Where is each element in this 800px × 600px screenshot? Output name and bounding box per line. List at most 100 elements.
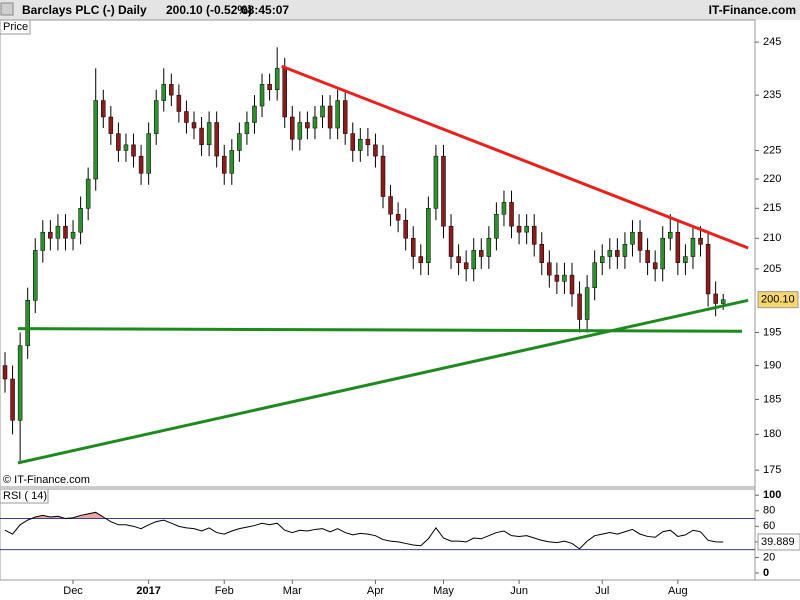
candle-body: [426, 208, 431, 263]
candle-body: [441, 155, 446, 227]
candle-body: [40, 231, 46, 251]
rsi-panel: [0, 488, 756, 581]
candle-body: [554, 274, 560, 282]
y-tick-label: 190: [763, 359, 781, 371]
candle-body: [713, 293, 718, 304]
candle-body: [615, 250, 620, 257]
candle-body: [282, 68, 287, 118]
candle-body: [569, 274, 575, 295]
y-tick-label: 80: [763, 505, 775, 517]
candle-body: [221, 155, 227, 174]
candle-body: [524, 225, 529, 233]
candle-body: [683, 256, 688, 263]
candle-body: [380, 155, 386, 197]
candle-body: [403, 219, 408, 239]
candle-body: [463, 262, 469, 270]
candle-body: [229, 150, 235, 174]
candle-body: [592, 262, 597, 288]
candle-body: [645, 250, 650, 263]
x-tick-label: 2017: [136, 585, 160, 597]
x-tick-label: May: [433, 585, 454, 597]
rsi-value-tag: [757, 533, 800, 551]
candle-body: [108, 116, 114, 134]
x-tick-label: Apr: [367, 585, 384, 597]
candle-body: [456, 256, 461, 263]
candle-body: [630, 231, 635, 245]
candle-body: [25, 300, 30, 346]
candle-body: [85, 178, 91, 209]
candle-body: [358, 138, 363, 151]
y-tick-label: 235: [763, 89, 781, 101]
rsi-label-box: [0, 488, 49, 504]
candle-body: [668, 231, 673, 239]
x-tick-label: Mar: [283, 585, 302, 597]
candle-body: [176, 94, 182, 112]
candle-body: [486, 237, 492, 257]
candle-body: [274, 68, 280, 90]
y-tick-label: 180: [763, 428, 781, 440]
y-tick-label: 205: [763, 263, 781, 275]
time: 08:45:07: [241, 3, 289, 17]
candle-body: [2, 365, 8, 380]
candle-body: [418, 256, 424, 263]
candle-body: [32, 250, 38, 301]
candle-body: [153, 100, 159, 134]
candle-body: [448, 225, 454, 257]
candle-body: [539, 244, 545, 263]
price-label-box: [0, 19, 31, 35]
candle-body: [312, 116, 318, 129]
candle-body: [237, 133, 242, 151]
candle-body: [10, 378, 15, 421]
candle-body: [494, 213, 499, 239]
x-tick-label: Jul: [595, 585, 609, 597]
candle-body: [116, 133, 121, 151]
candle-body: [373, 144, 378, 157]
y-tick-label: 195: [763, 326, 781, 338]
candle-body: [199, 127, 204, 146]
y-tick-label: 20: [763, 551, 775, 563]
candle-body: [206, 122, 212, 146]
y-tick-label: 245: [763, 36, 781, 48]
candle-body: [607, 250, 613, 257]
x-tick-label: Aug: [668, 585, 688, 597]
price-change: 200.10 (-0.52%): [166, 3, 252, 17]
candle-body: [675, 231, 681, 263]
candle-body: [101, 100, 106, 118]
candle-body: [55, 225, 61, 239]
candle-body: [297, 122, 303, 140]
menu-icon[interactable]: [0, 2, 14, 16]
candle-body: [562, 274, 567, 282]
candle-body: [327, 105, 333, 129]
symbol: Barclays PLC (-): [22, 3, 115, 17]
candle-body: [63, 225, 68, 239]
candle-body: [214, 122, 219, 157]
y-tick-label: 0: [763, 567, 769, 579]
candle-body: [17, 345, 23, 421]
candle-body: [320, 105, 325, 118]
candle-body: [78, 208, 83, 233]
candle-body: [479, 250, 484, 257]
candle-body: [70, 231, 76, 239]
candle-body: [365, 138, 371, 146]
candle-body: [705, 244, 711, 295]
trendline: [17, 298, 749, 465]
candle-body: [637, 231, 643, 251]
y-tick-label: 225: [763, 144, 781, 156]
period: Daily: [118, 3, 147, 17]
candle-body: [191, 122, 197, 129]
candle-body: [720, 299, 726, 304]
candle-body: [516, 225, 522, 233]
candle-body: [267, 84, 272, 90]
y-tick-label: 185: [763, 393, 781, 405]
candle-body: [335, 100, 340, 129]
copyright: © IT-Finance.com: [3, 474, 90, 486]
y-tick-label: 100: [763, 489, 781, 501]
candle-body: [622, 244, 628, 257]
candle-body: [577, 293, 582, 320]
candle-body: [410, 237, 416, 257]
candle-body: [244, 122, 250, 134]
rsi-line: [4, 511, 724, 550]
candle-body: [509, 202, 514, 227]
y-tick-label: 220: [763, 173, 781, 185]
last-price-label: 200.10: [761, 294, 795, 306]
